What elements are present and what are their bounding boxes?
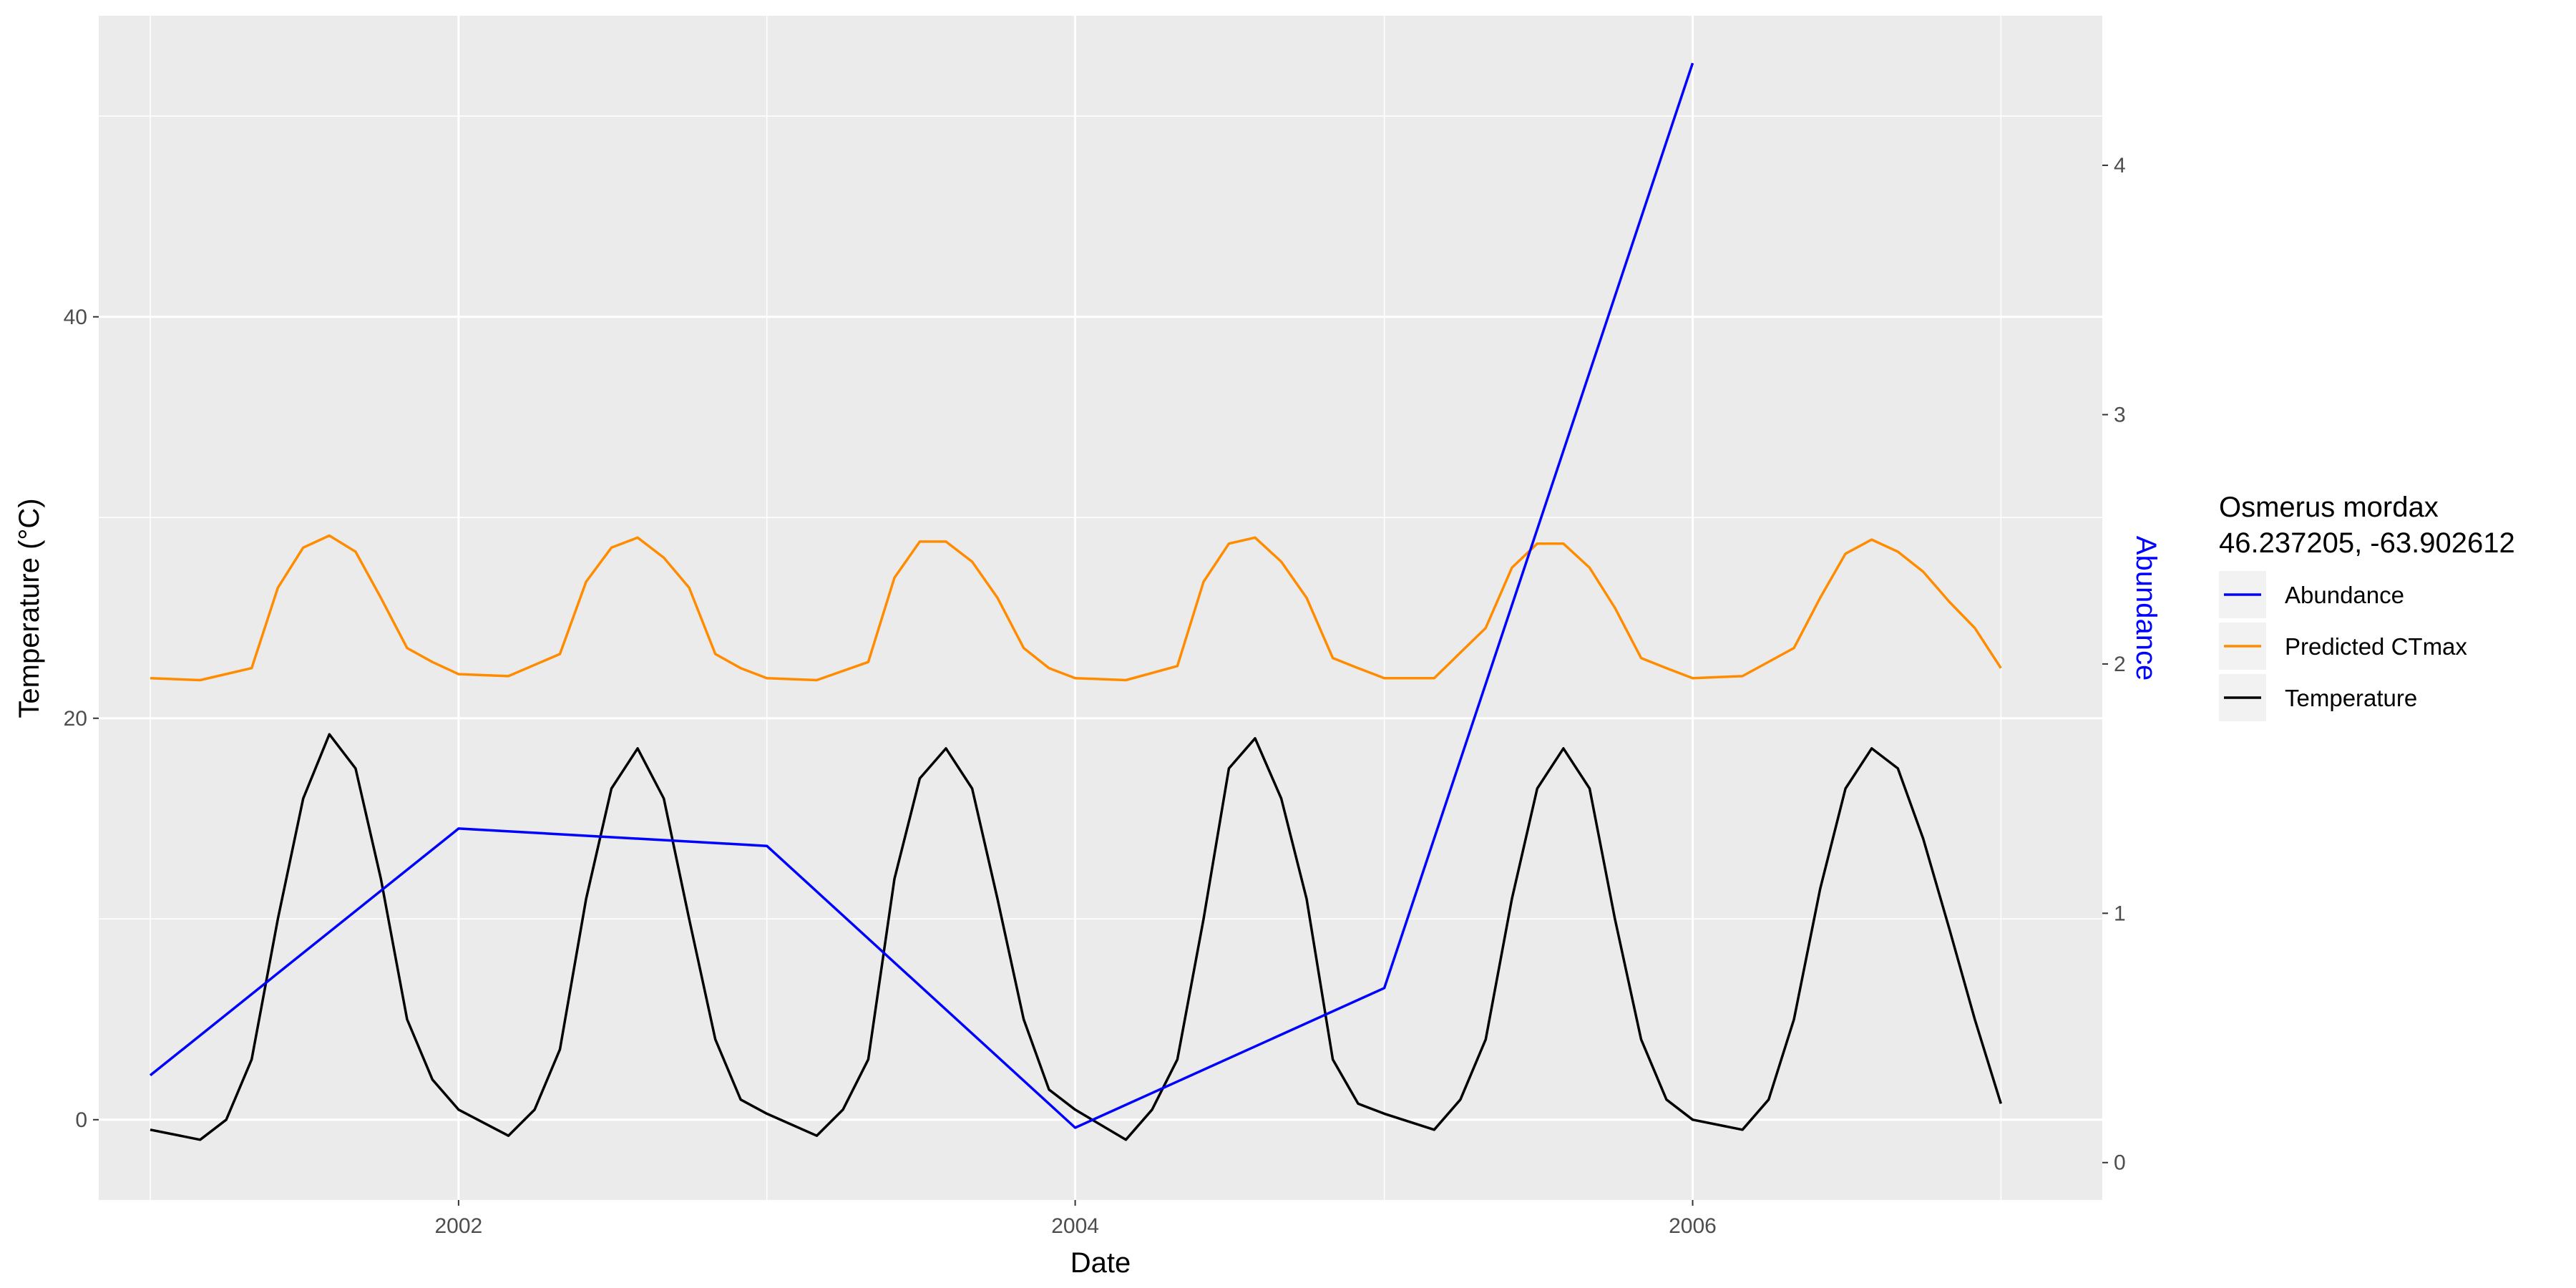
y2-tick-label: 4 <box>2114 154 2126 177</box>
y2-tick-label: 0 <box>2114 1151 2126 1175</box>
x-axis-title: Date <box>1070 1247 1131 1279</box>
series-layer <box>149 62 2002 1141</box>
series-line-abundance <box>149 62 1694 1129</box>
x-tick-label: 2004 <box>1051 1214 1099 1238</box>
legend-label-predicted-ctmax: Predicted CTmax <box>2285 633 2467 660</box>
y-tick-label: 0 <box>75 1108 87 1132</box>
y-tick-label: 20 <box>64 707 87 731</box>
major-gridlines <box>99 16 2102 1200</box>
x-tick-label: 2002 <box>434 1214 482 1238</box>
legend-title-species: Osmerus mordax <box>2219 492 2439 523</box>
minor-gridlines <box>99 16 2102 1200</box>
legend-label-temperature: Temperature <box>2285 685 2417 711</box>
y-axis-title: Temperature (°C) <box>14 498 45 718</box>
y-tick-label: 40 <box>64 306 87 329</box>
axes-layer: 2002 2004 2006 0 20 40 0 1 2 3 4 <box>64 154 2126 1238</box>
legend-items: Abundance Predicted CTmax Temperature <box>2219 571 2467 721</box>
series-line-predicted-ctmax <box>150 534 2002 682</box>
legend-title-coordinates: 46.237205, -63.902612 <box>2219 527 2515 559</box>
series-line-temperature <box>150 733 2002 1141</box>
y2-tick-label: 2 <box>2114 653 2126 676</box>
legend: Osmerus mordax 46.237205, -63.902612 Abu… <box>2219 492 2515 721</box>
y2-tick-label: 1 <box>2114 902 2126 925</box>
legend-label-abundance: Abundance <box>2285 582 2404 608</box>
plot-panel <box>99 16 2102 1200</box>
y2-tick-label: 3 <box>2114 403 2126 426</box>
x-tick-label: 2006 <box>1669 1214 1717 1238</box>
y2-axis-title: Abundance <box>2130 536 2162 680</box>
